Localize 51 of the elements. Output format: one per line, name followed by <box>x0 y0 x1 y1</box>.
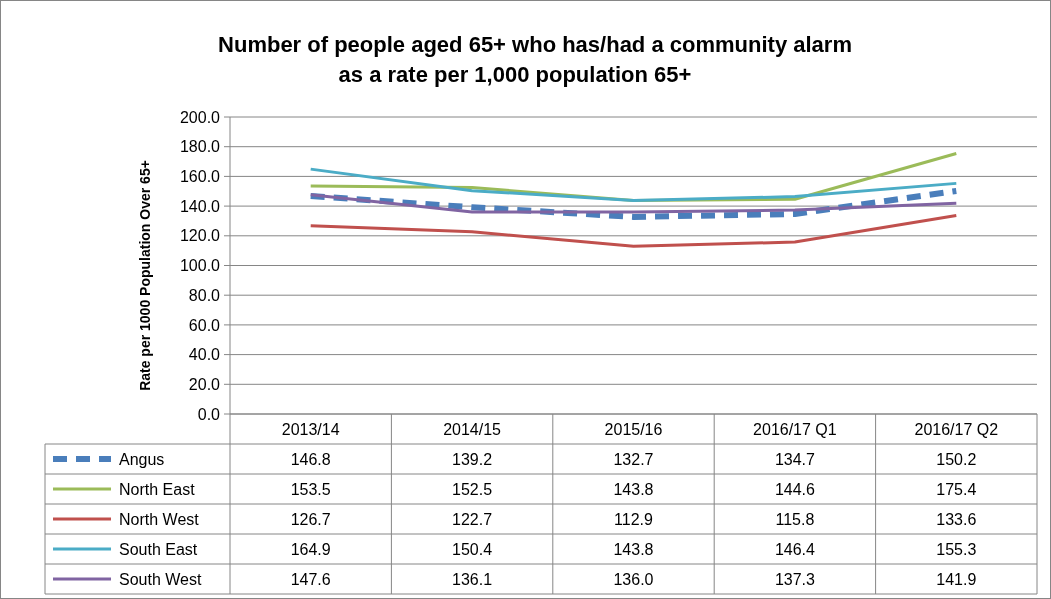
data-label: 136.1 <box>452 570 493 588</box>
legend-label: South East <box>119 540 198 558</box>
data-label: 126.7 <box>290 510 331 528</box>
data-label: 122.7 <box>452 510 493 528</box>
data-label: 141.9 <box>936 570 977 588</box>
x-tick-label: 2016/17 Q1 <box>753 420 837 438</box>
data-label: 137.3 <box>774 570 816 588</box>
data-label: 134.7 <box>774 450 816 468</box>
data-label: 152.5 <box>452 480 493 498</box>
y-tick-label: 140.0 <box>179 197 221 215</box>
line-series <box>309 193 958 214</box>
x-tick-label: 2014/15 <box>443 420 502 438</box>
data-label: 150.4 <box>452 540 493 558</box>
data-label: 115.8 <box>775 510 815 528</box>
data-label: 153.5 <box>290 480 331 498</box>
data-label: 143.8 <box>613 480 654 498</box>
y-tick-label: 180.0 <box>179 138 221 156</box>
legend-label: North East <box>119 480 196 498</box>
legend-label: South West <box>119 570 202 588</box>
y-tick-label: 200.0 <box>179 108 221 126</box>
data-label: 175.4 <box>936 480 977 498</box>
y-tick-label: 0.0 <box>197 405 221 423</box>
y-tick-label: 120.0 <box>179 227 221 245</box>
x-tick-label: 2013/14 <box>281 420 340 438</box>
data-label: 136.0 <box>613 570 654 588</box>
legend-label: Angus <box>119 450 165 468</box>
data-label: 164.9 <box>290 540 331 558</box>
chart-title: Number of people aged 65+ who has/had a community alarm as a rate per 1,000 population 65+ <box>218 32 852 87</box>
data-label: 133.6 <box>936 510 977 528</box>
y-tick-label: 100.0 <box>179 257 221 275</box>
data-label: 147.6 <box>290 570 331 588</box>
data-label: 155.3 <box>936 540 977 558</box>
x-tick-label: 2015/16 <box>604 420 663 438</box>
data-label: 139.2 <box>452 450 493 468</box>
line-series <box>309 167 958 202</box>
data-label: 112.9 <box>614 510 654 528</box>
x-tick-label: 2016/17 Q2 <box>914 420 999 438</box>
data-label: 146.8 <box>290 450 331 468</box>
data-label: 146.4 <box>774 540 816 558</box>
y-tick-label: 40.0 <box>188 346 221 364</box>
data-label: 144.6 <box>774 480 816 498</box>
y-axis-title: Rate per 1000 Population Over 65+ <box>137 160 153 391</box>
data-label: 132.7 <box>613 450 654 468</box>
y-tick-label: 160.0 <box>179 168 221 185</box>
legend-label: North West <box>119 510 200 528</box>
line-series <box>309 214 958 248</box>
y-tick-label: 60.0 <box>188 316 221 334</box>
y-tick-label: 20.0 <box>188 375 221 393</box>
data-label: 143.8 <box>613 540 654 558</box>
y-tick-label: 80.0 <box>188 286 221 304</box>
data-label: 150.2 <box>936 450 977 468</box>
